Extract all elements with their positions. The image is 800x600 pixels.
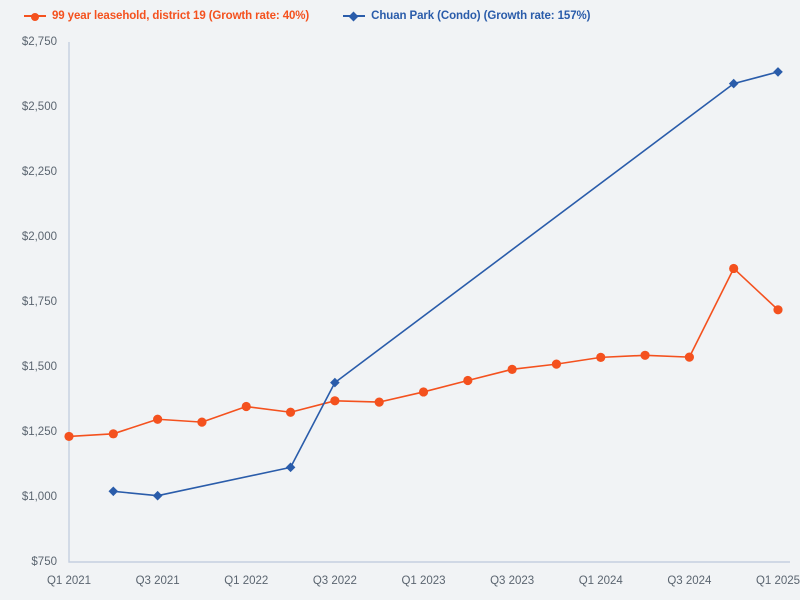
legend-label-leasehold: 99 year leasehold, district 19 (Growth r…: [52, 10, 310, 22]
data-point-marker[interactable]: [108, 486, 119, 497]
legend-item-leasehold[interactable]: 99 year leasehold, district 19 (Growth r…: [24, 9, 309, 23]
x-tick-label: Q1 2024: [579, 575, 624, 587]
data-point-marker[interactable]: [773, 305, 783, 315]
data-point-marker[interactable]: [684, 352, 694, 362]
y-axis-tick-labels: $750 $1,000 $1,250 $1,500 $1,750 $2,000 $2,250…: [22, 36, 57, 568]
chart-series-layer: [64, 67, 783, 501]
line-chart: $750 $1,000 $1,250 $1,500 $1,750 $2,000 $2,250…: [0, 32, 800, 600]
y-tick-label: $2,750: [22, 36, 57, 48]
y-tick-label: $2,500: [22, 101, 57, 113]
data-point-marker[interactable]: [507, 364, 517, 374]
x-tick-label: Q1 2023: [401, 575, 445, 587]
chart-axes: [68, 42, 790, 563]
legend-item-chuan-park[interactable]: Chuan Park (Condo) (Growth rate: 157%): [343, 9, 590, 23]
legend-label-chuan-park: Chuan Park (Condo) (Growth rate: 157%): [371, 10, 591, 22]
y-tick-label: $750: [31, 556, 57, 568]
data-point-marker[interactable]: [596, 352, 606, 362]
data-point-marker[interactable]: [108, 429, 118, 439]
data-point-marker[interactable]: [728, 78, 739, 89]
y-tick-label: $1,750: [22, 296, 57, 308]
data-point-marker[interactable]: [463, 375, 473, 386]
data-point-marker[interactable]: [285, 462, 296, 473]
x-tick-label: Q3 2024: [667, 575, 712, 587]
x-tick-label: Q3 2023: [490, 575, 534, 587]
data-point-marker[interactable]: [330, 396, 340, 406]
series-line-chuan-park: [112, 71, 779, 497]
x-tick-label: Q1 2022: [224, 575, 268, 587]
y-tick-label: $1,000: [22, 491, 57, 503]
diamond-marker-icon: [343, 9, 366, 23]
y-tick-label: $1,500: [22, 361, 57, 373]
data-point-marker[interactable]: [418, 387, 429, 397]
x-tick-label: Q3 2021: [136, 575, 180, 587]
x-tick-label: Q3 2022: [313, 575, 357, 587]
x-tick-label: Q1 2025: [756, 575, 800, 587]
data-point-marker[interactable]: [729, 263, 739, 274]
data-point-marker[interactable]: [285, 407, 296, 417]
data-point-marker[interactable]: [640, 350, 650, 360]
y-tick-label: $2,000: [22, 231, 57, 243]
x-axis-tick-labels: Q1 2021 Q3 2021 Q1 2022 Q3 2022 Q1 2023 Q3 20…: [47, 575, 800, 587]
chart-legend: 99 year leasehold, district 19 (Growth r…: [0, 0, 800, 32]
data-point-marker[interactable]: [197, 417, 207, 427]
data-point-marker[interactable]: [152, 490, 163, 501]
data-point-marker[interactable]: [153, 414, 163, 424]
data-point-marker[interactable]: [551, 359, 562, 369]
chart-canvas: $750 $1,000 $1,250 $1,500 $1,750 $2,000 $2,250…: [22, 36, 800, 587]
y-tick-label: $1,250: [22, 426, 57, 438]
series-line-leasehold: [68, 267, 779, 438]
y-tick-label: $2,250: [22, 166, 57, 178]
data-point-marker[interactable]: [374, 397, 384, 407]
data-point-marker[interactable]: [241, 401, 251, 412]
circle-marker-icon: [24, 9, 46, 23]
x-tick-label: Q1 2021: [47, 575, 91, 587]
data-point-marker[interactable]: [64, 431, 74, 442]
data-point-marker[interactable]: [773, 67, 783, 77]
